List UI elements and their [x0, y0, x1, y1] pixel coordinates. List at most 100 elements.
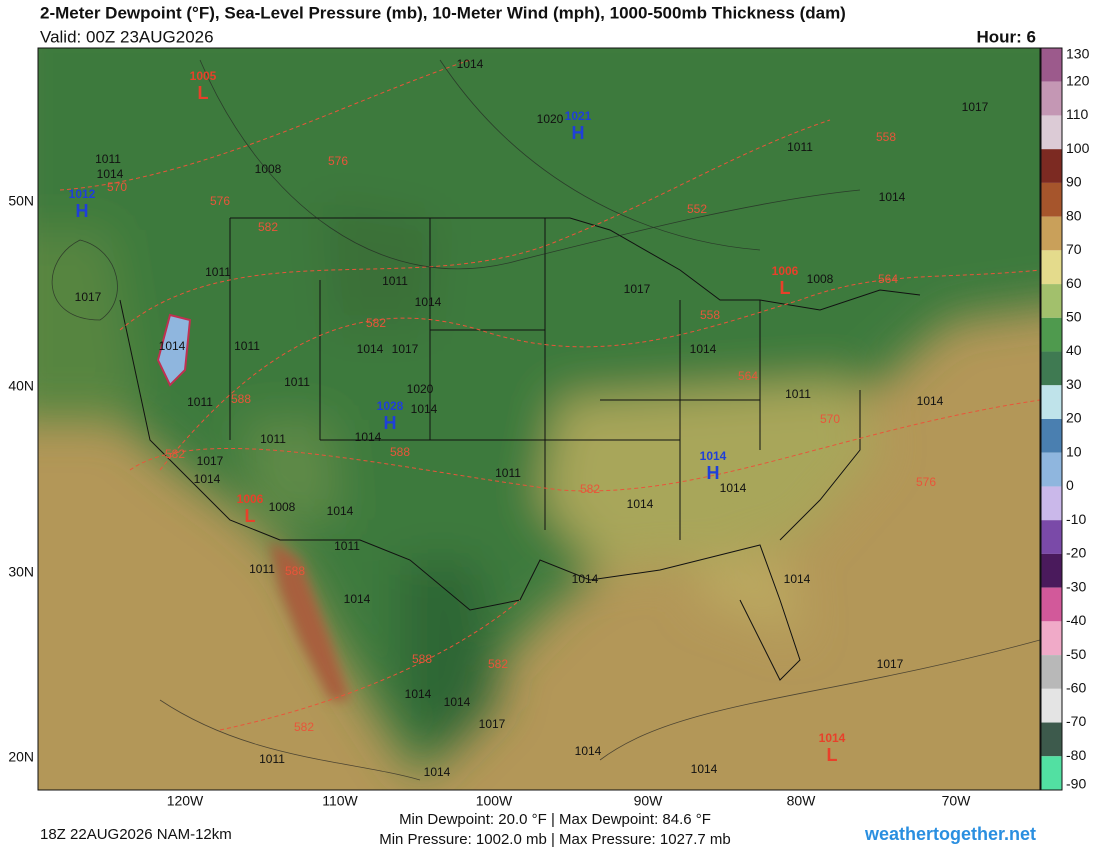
- colorbar-swatch: [1041, 419, 1062, 453]
- isobar-label: 1008: [807, 272, 834, 286]
- isobar-label: 1011: [260, 432, 286, 446]
- colorbar-swatch: [1041, 722, 1062, 757]
- lon-label: 70W: [942, 793, 972, 809]
- colorbar-swatch: [1041, 317, 1062, 352]
- isobar-label: 1011: [334, 539, 360, 553]
- isobar-label: 1017: [962, 100, 989, 114]
- colorbar-tick-label: 110: [1066, 106, 1089, 122]
- center-symbol: L: [198, 83, 209, 103]
- map-field: [38, 48, 1040, 790]
- colorbar-tick-label: 40: [1066, 342, 1082, 358]
- forecast-hour: Hour: 6: [977, 27, 1037, 46]
- thickness-label: 564: [738, 369, 758, 383]
- isobar-label: 1014: [159, 339, 186, 353]
- isobar-label: 1014: [691, 762, 718, 776]
- colorbar-tick-label: -20: [1066, 545, 1086, 561]
- isobar-label: 1017: [392, 342, 419, 356]
- colorbar-tick-label: 0: [1066, 477, 1074, 493]
- thickness-label: 582: [294, 720, 314, 734]
- isobar-label: 1014: [411, 402, 438, 416]
- colorbar-swatch: [1041, 385, 1062, 419]
- center-symbol: L: [780, 278, 791, 298]
- colorbar-tick-label: -70: [1066, 713, 1086, 729]
- colorbar-tick-label: 10: [1066, 443, 1082, 459]
- colorbar-tick-label: -40: [1066, 612, 1086, 628]
- thickness-label: 558: [876, 130, 896, 144]
- center-value: 1006: [772, 264, 799, 278]
- colorbar-tick-label: 50: [1066, 309, 1082, 325]
- colorbar-swatch: [1041, 756, 1062, 790]
- isobar-label: 1017: [877, 657, 904, 671]
- isobar-label: 1014: [457, 57, 484, 71]
- colorbar-tick-label: 30: [1066, 376, 1082, 392]
- colorbar-swatch: [1041, 351, 1062, 386]
- thickness-label: 582: [165, 447, 185, 461]
- isobar-label: 1014: [917, 394, 944, 408]
- pressure-range: Min Pressure: 1002.0 mb | Max Pressure: …: [379, 831, 731, 848]
- isobar-label: 1008: [269, 500, 296, 514]
- colorbar-swatch: [1041, 115, 1062, 150]
- isobar-label: 1014: [690, 342, 717, 356]
- isobar-label: 1017: [197, 454, 224, 468]
- center-value: 1005: [190, 69, 217, 83]
- colorbar-swatch: [1041, 149, 1062, 183]
- isobar-label: 1014: [627, 497, 654, 511]
- colorbar-swatch: [1041, 48, 1062, 82]
- boundaries: [119, 217, 921, 681]
- colorbar-swatch: [1041, 81, 1062, 116]
- isobar-label: 1014: [327, 504, 354, 518]
- isobar-label: 1014: [572, 572, 599, 586]
- center-value: 1006: [237, 492, 264, 506]
- valid-time: Valid: 00Z 23AUG2026: [40, 27, 214, 46]
- isobar-label: 1011: [284, 375, 310, 389]
- isobar-label: 1017: [75, 290, 102, 304]
- thickness-label: 582: [366, 316, 386, 330]
- center-symbol: H: [76, 201, 89, 221]
- thickness-label: 570: [820, 412, 840, 426]
- dry-pocket: [156, 313, 192, 387]
- thickness-label: 576: [328, 154, 348, 168]
- isobar-label: 1011: [249, 562, 275, 576]
- isobar-label: 1011: [187, 395, 213, 409]
- colorbar-swatch: [1041, 452, 1062, 487]
- thickness-label: 570: [107, 180, 127, 194]
- thickness-label: 564: [878, 272, 898, 286]
- lon-label: 90W: [634, 793, 664, 809]
- colorbar-tick-label: 90: [1066, 174, 1082, 190]
- lon-label: 120W: [167, 793, 204, 809]
- isobar-label: 1017: [479, 717, 506, 731]
- colorbar-tick-label: -30: [1066, 578, 1086, 594]
- isobar-label: 1014: [415, 295, 442, 309]
- thickness-label: 582: [488, 657, 508, 671]
- colorbar-swatch: [1041, 216, 1062, 251]
- isobar-label: 1008: [255, 162, 282, 176]
- isobar-label: 1011: [495, 466, 521, 480]
- thickness-label: 582: [258, 220, 278, 234]
- thickness-label: 558: [700, 308, 720, 322]
- map-frame: [37, 47, 1041, 791]
- isobar-label: 1011: [95, 152, 121, 166]
- colorbar-tick-label: 60: [1066, 275, 1082, 291]
- thickness-contours: [59, 59, 1040, 731]
- lat-label: 30N: [8, 564, 34, 580]
- lon-label: 80W: [787, 793, 817, 809]
- isobar-label: 1011: [234, 339, 260, 353]
- center-value: 1021: [565, 109, 592, 123]
- isobar-label: 1014: [575, 744, 602, 758]
- baja-dry-area: [270, 540, 350, 700]
- center-symbol: H: [572, 123, 585, 143]
- colorbar-tick-label: 130: [1066, 46, 1090, 62]
- dewpoint-shading: [38, 48, 1040, 780]
- colorbar-swatch: [1041, 284, 1062, 318]
- isobar-label: 1014: [424, 765, 451, 779]
- colorbar-tick-label: -90: [1066, 776, 1086, 792]
- thickness-label: 588: [285, 564, 305, 578]
- isobar-label: 1014: [344, 592, 371, 606]
- colorbar-tick-label: -50: [1066, 646, 1086, 662]
- isobar-label: 1014: [720, 481, 747, 495]
- isobar-label: 1011: [259, 752, 285, 766]
- center-value: 1014: [819, 731, 846, 745]
- colorbar-tick-label: 100: [1066, 140, 1090, 156]
